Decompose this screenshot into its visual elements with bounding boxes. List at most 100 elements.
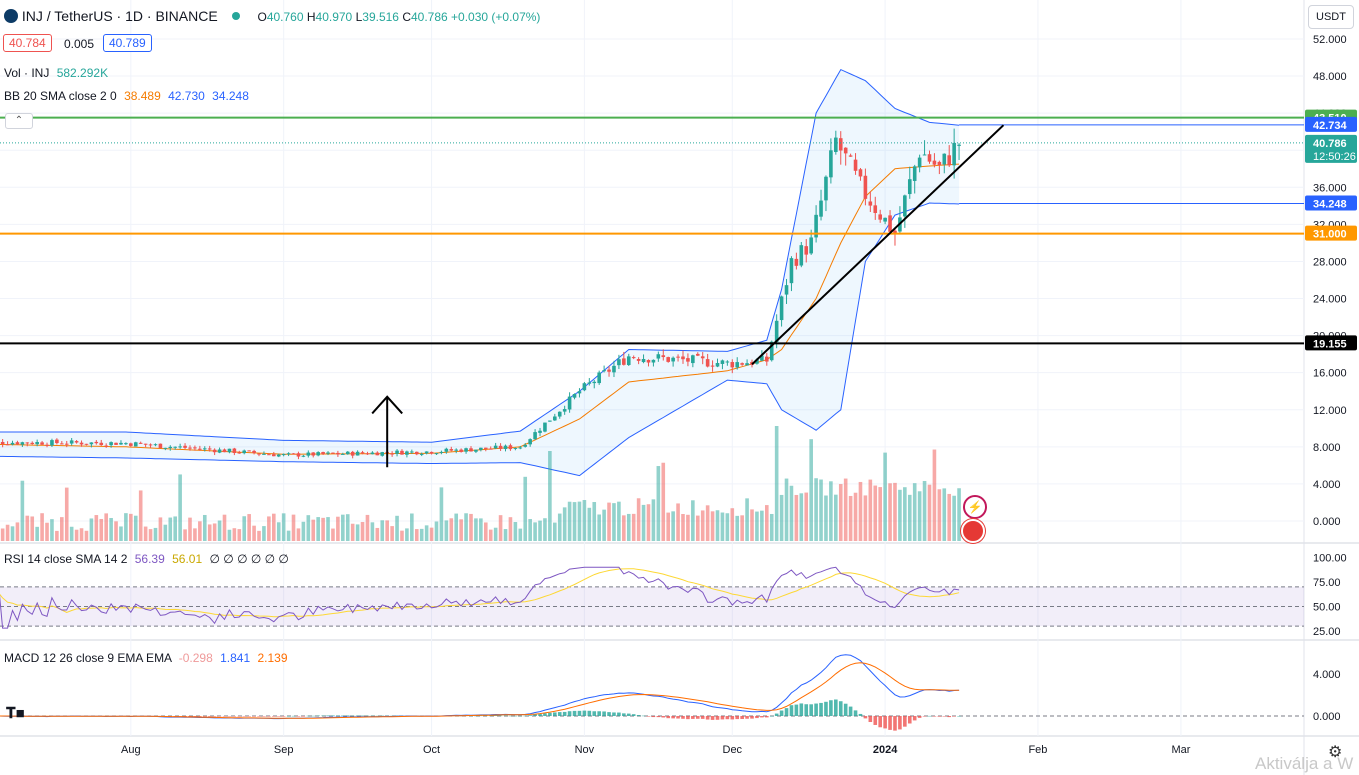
- buy-button[interactable]: 40.789: [103, 34, 152, 52]
- volume-bar: [927, 484, 932, 541]
- macd-histogram-bar: [498, 715, 503, 717]
- candle-body: [523, 445, 528, 447]
- candle-body: [553, 416, 557, 421]
- macd-histogram-bar: [779, 710, 784, 716]
- candle-body: [548, 420, 552, 422]
- price-tick-label: 0.000: [1313, 516, 1341, 528]
- lightning-event-icon[interactable]: ⚡: [963, 495, 987, 519]
- volume-bar: [922, 480, 927, 541]
- macd-histogram-bar: [789, 705, 794, 716]
- candle-body: [138, 442, 143, 444]
- volume-bar: [903, 487, 907, 541]
- activation-watermark: Aktiválja a W: [1255, 754, 1354, 773]
- price-label-bg: [1305, 116, 1357, 132]
- candle-body: [903, 195, 907, 217]
- candle-body: [64, 443, 69, 445]
- candle-body: [321, 452, 325, 454]
- volume-legend[interactable]: Vol · INJ 582.292K: [4, 66, 109, 80]
- volume-bar: [74, 529, 79, 541]
- candle-body: [247, 450, 251, 452]
- volume-bar: [370, 522, 375, 541]
- tradingview-logo-icon[interactable]: 𝐓■: [6, 705, 25, 722]
- volume-bar: [281, 513, 286, 541]
- candle-body: [577, 391, 582, 394]
- candle-body: [503, 445, 508, 450]
- macd-histogram-bar: [267, 716, 271, 717]
- volume-bar: [789, 485, 794, 541]
- candle-body: [735, 362, 740, 368]
- settings-gear-icon[interactable]: ⚙: [1328, 744, 1343, 761]
- macd-histogram-bar: [631, 714, 636, 716]
- candle-body: [730, 362, 735, 368]
- volume-bar: [479, 518, 483, 541]
- signal-line: [0, 662, 960, 719]
- candle-body: [464, 448, 468, 452]
- candle-body: [784, 285, 789, 295]
- candle-body: [434, 453, 439, 455]
- volume-bar: [695, 515, 700, 541]
- candle-body: [631, 357, 636, 359]
- candle-body: [671, 357, 675, 362]
- candle-body: [301, 455, 306, 457]
- macd-histogram-bar: [715, 716, 720, 720]
- candle-body: [272, 454, 276, 457]
- candle-body: [55, 439, 59, 444]
- macd-histogram-bar: [247, 716, 251, 717]
- rsi-legend[interactable]: RSI 14 close SMA 14 2 56.39 56.01 ∅ ∅ ∅ …: [4, 552, 289, 566]
- candle-body: [133, 442, 138, 447]
- volume-bar: [868, 479, 873, 541]
- candle-body: [405, 451, 409, 455]
- macd-histogram-bar: [888, 716, 892, 730]
- candle-body: [15, 442, 20, 445]
- collapse-legend-button[interactable]: ⌃: [5, 113, 33, 129]
- volume-bar: [488, 529, 493, 541]
- bb-legend[interactable]: BB 20 SMA close 2 0 38.489 42.730 34.248: [4, 89, 249, 103]
- candle-body: [217, 449, 222, 453]
- volume-bar: [114, 521, 118, 541]
- symbol-title[interactable]: INJ / TetherUS · 1D · BINANCE: [21, 8, 218, 24]
- volume-bar: [434, 521, 439, 541]
- candle-body: [89, 442, 94, 445]
- sell-button[interactable]: 40.784: [3, 34, 52, 52]
- candle-body: [410, 451, 414, 453]
- candle-body: [5, 444, 10, 446]
- price-tick-label: 12.000: [1313, 405, 1347, 417]
- macd-histogram-bar: [730, 716, 735, 720]
- volume-bar: [809, 439, 813, 541]
- candle-body: [60, 443, 64, 445]
- volume-bar: [567, 501, 572, 541]
- volume-bar: [957, 488, 961, 541]
- candle-body: [296, 453, 301, 457]
- macd-histogram-bar: [572, 710, 577, 716]
- volume-bar: [912, 483, 917, 541]
- candle-body: [35, 441, 39, 445]
- macd-histogram-bar: [345, 715, 350, 716]
- price-label-bg: [1305, 195, 1357, 211]
- volume-bar: [424, 525, 429, 541]
- volume-bar: [158, 517, 163, 541]
- macd-histogram-bar: [932, 716, 937, 717]
- candle-body: [518, 447, 523, 449]
- candle-body: [400, 450, 404, 455]
- volume-bar: [843, 478, 848, 541]
- macd-histogram-bar: [622, 713, 626, 716]
- macd-histogram-bar: [286, 715, 291, 717]
- candle-body: [291, 453, 296, 455]
- macd-histogram-bar: [602, 711, 606, 716]
- volume-bar: [129, 513, 133, 541]
- candle-body: [952, 142, 956, 166]
- candle-body: [30, 442, 35, 445]
- macd-histogram-bar: [508, 715, 513, 717]
- price-tick-label: 16.000: [1313, 368, 1347, 380]
- us-flag-events-icon[interactable]: [961, 519, 985, 543]
- macd-histogram-bar: [917, 716, 922, 718]
- volume-bar: [0, 528, 5, 541]
- macd-histogram-bar: [336, 715, 340, 717]
- volume-bar: [715, 510, 720, 541]
- currency-selector[interactable]: USDT: [1308, 5, 1354, 29]
- candle-body: [498, 445, 503, 449]
- macd-histogram-bar: [686, 716, 690, 720]
- macd-legend[interactable]: MACD 12 26 close 9 EMA EMA -0.298 1.841 …: [4, 651, 288, 665]
- macd-histogram-bar: [893, 716, 897, 731]
